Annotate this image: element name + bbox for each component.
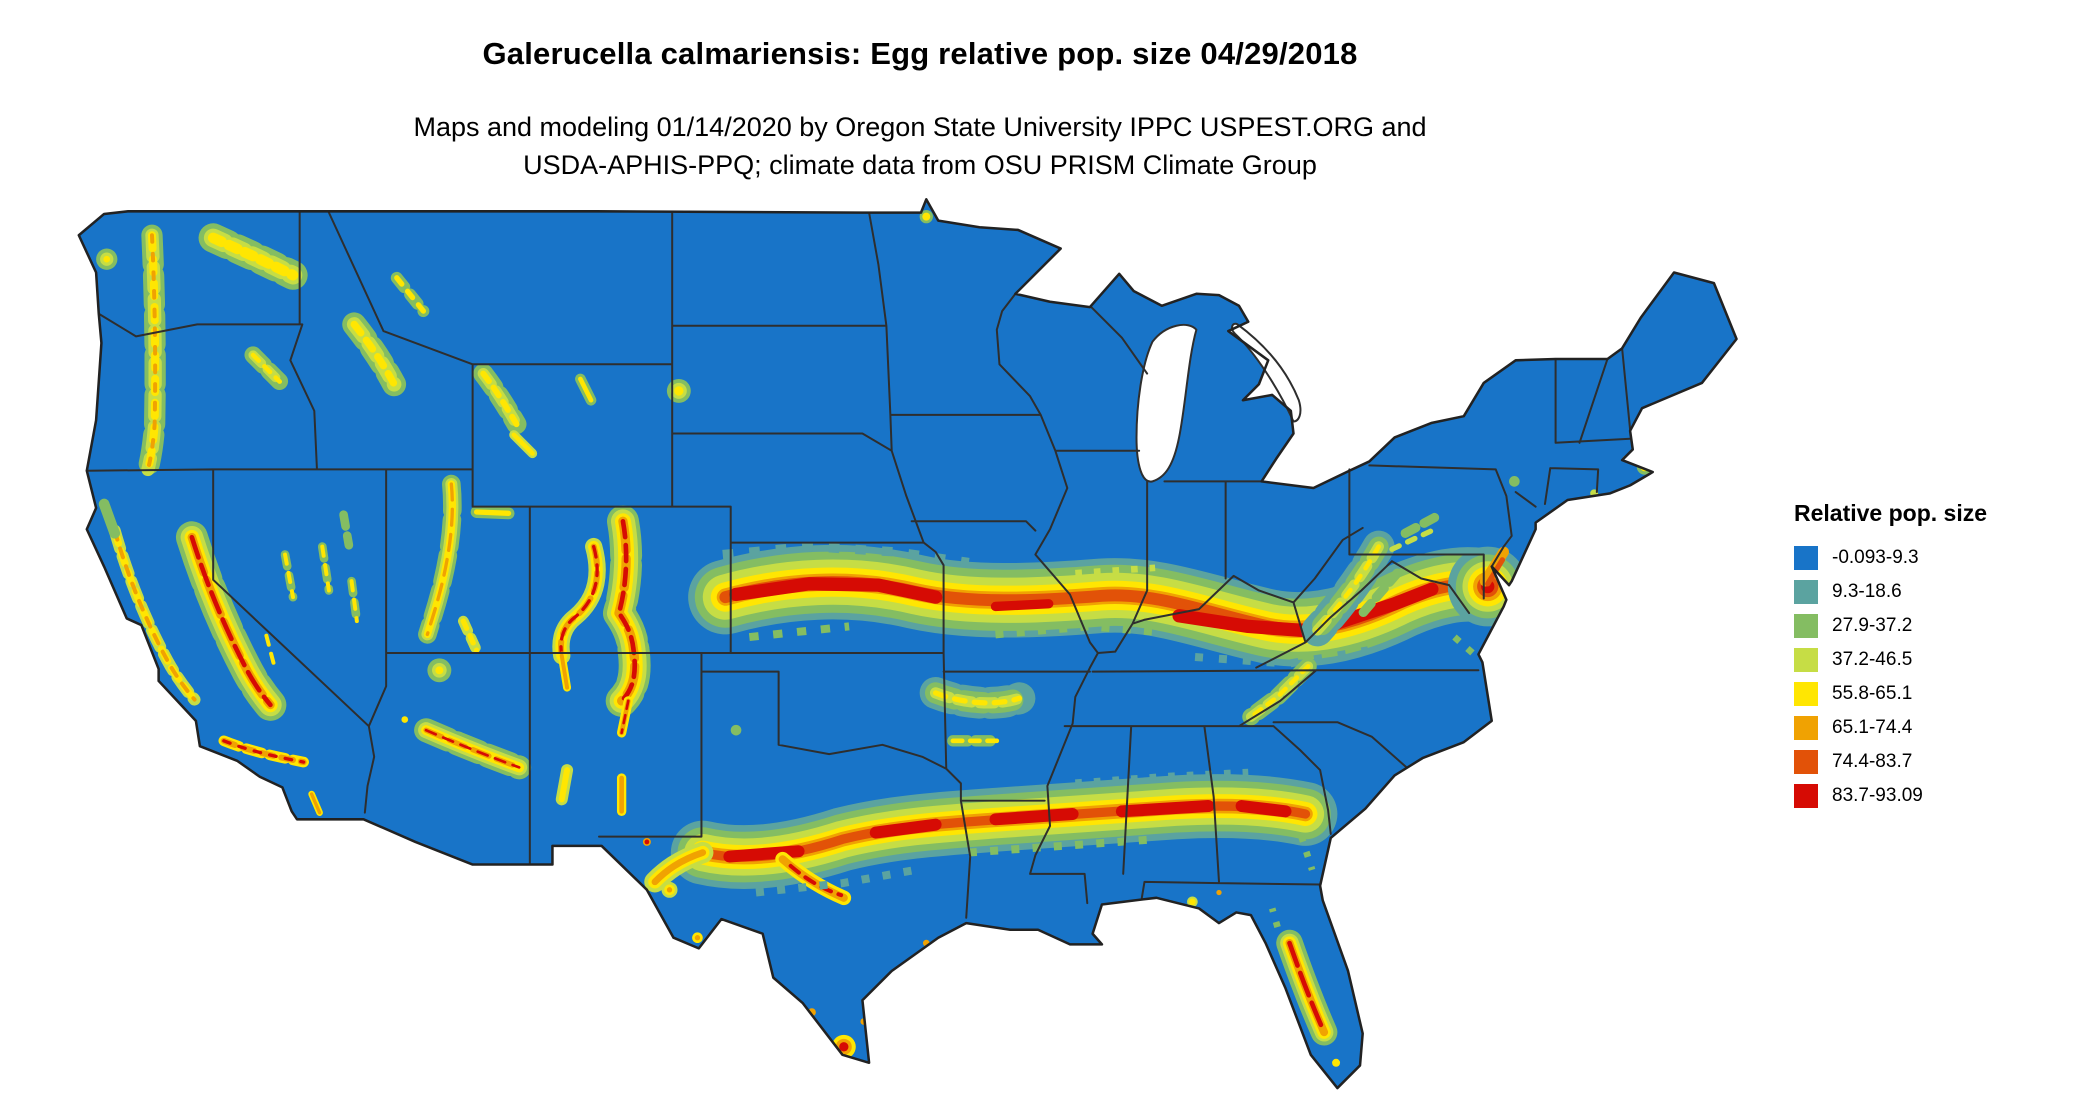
great-lakes xyxy=(1135,322,1302,483)
legend-swatch xyxy=(1794,716,1818,740)
legend-swatch xyxy=(1794,784,1818,808)
legend-item-label: 9.3-18.6 xyxy=(1832,581,1902,602)
legend: Relative pop. size -0.093-9.3 9.3-18.6 2… xyxy=(1794,500,1987,813)
legend-title: Relative pop. size xyxy=(1794,500,1988,526)
legend-swatch xyxy=(1794,648,1818,672)
legend-item-label: 55.8-65.1 xyxy=(1832,683,1913,704)
page-subtitle: Maps and modeling 01/14/2020 by Oregon S… xyxy=(0,108,1840,184)
legend-swatch xyxy=(1794,614,1818,638)
raster-west-mountains xyxy=(96,223,691,816)
legend-item: 9.3-18.6 xyxy=(1794,575,1987,609)
legend-item-label: 74.4-83.7 xyxy=(1832,751,1913,772)
legend-item: 55.8-65.1 xyxy=(1794,677,1987,711)
legend-item: 83.7-93.09 xyxy=(1794,779,1987,813)
raster-florida-ridge xyxy=(1187,889,1341,1067)
legend-item-label: 83.7-93.09 xyxy=(1832,785,1923,806)
legend-item: 65.1-74.4 xyxy=(1794,711,1987,745)
raster-band-central xyxy=(688,541,1518,668)
raster-blob-midatlantic xyxy=(1447,546,1528,660)
subtitle-line-2: USDA-APHIS-PPQ; climate data from OSU PR… xyxy=(523,150,1317,180)
legend-swatch xyxy=(1794,546,1818,570)
page-title: Galerucella calmariensis: Egg relative p… xyxy=(482,36,1358,71)
us-base-fill xyxy=(78,199,1737,1089)
legend-swatch xyxy=(1794,750,1818,774)
legend-item-label: -0.093-9.3 xyxy=(1832,547,1919,568)
legend-item-label: 37.2-46.5 xyxy=(1832,649,1913,670)
lake-huron xyxy=(1231,322,1302,423)
us-map-svg xyxy=(77,198,1738,1090)
legend-swatch xyxy=(1794,682,1818,706)
legend-item: -0.093-9.3 xyxy=(1794,541,1987,575)
legend-item: 74.4-83.7 xyxy=(1794,745,1987,779)
legend-swatch xyxy=(1794,580,1818,604)
subtitle-line-1: Maps and modeling 01/14/2020 by Oregon S… xyxy=(413,112,1427,142)
us-map xyxy=(64,198,1754,1116)
lake-michigan xyxy=(1135,323,1198,483)
raster-band-southern xyxy=(644,768,1338,906)
raster-layer xyxy=(96,209,1653,1067)
state-borders xyxy=(85,211,1632,919)
legend-item-label: 27.9-37.2 xyxy=(1832,615,1913,636)
legend-item-label: 65.1-74.4 xyxy=(1832,717,1913,738)
legend-item: 27.9-37.2 xyxy=(1794,609,1987,643)
legend-item: 37.2-46.5 xyxy=(1794,643,1987,677)
